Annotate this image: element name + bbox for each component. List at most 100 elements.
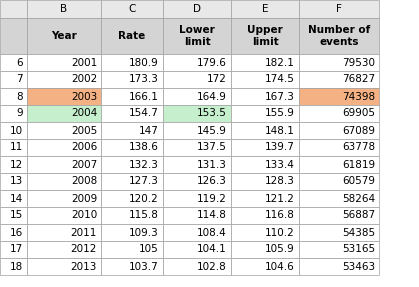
Text: 53463: 53463 <box>342 261 375 272</box>
Bar <box>101 207 163 224</box>
Bar <box>101 190 163 207</box>
Bar <box>299 122 379 139</box>
Text: 2005: 2005 <box>71 125 97 135</box>
Text: 119.2: 119.2 <box>197 193 227 203</box>
Text: 2002: 2002 <box>71 75 97 84</box>
Text: 11: 11 <box>10 143 23 152</box>
Text: 167.3: 167.3 <box>265 92 295 102</box>
Bar <box>163 207 231 224</box>
Bar <box>27 173 101 190</box>
Text: 166.1: 166.1 <box>129 92 159 102</box>
Bar <box>299 54 379 71</box>
Bar <box>101 88 163 105</box>
Text: 104.1: 104.1 <box>197 245 227 255</box>
Bar <box>163 258 231 275</box>
Bar <box>163 18 231 54</box>
Text: 182.1: 182.1 <box>265 57 295 67</box>
Bar <box>0 122 27 139</box>
Text: 58264: 58264 <box>342 193 375 203</box>
Text: 2003: 2003 <box>71 92 97 102</box>
Bar <box>299 18 379 54</box>
Text: 172: 172 <box>207 75 227 84</box>
Bar <box>27 54 101 71</box>
Text: 2001: 2001 <box>71 57 97 67</box>
Bar <box>27 88 101 105</box>
Bar <box>163 224 231 241</box>
Bar <box>27 139 101 156</box>
Bar <box>0 0 27 18</box>
Text: Number of
events: Number of events <box>308 25 370 47</box>
Text: 131.3: 131.3 <box>197 160 227 170</box>
Text: 139.7: 139.7 <box>265 143 295 152</box>
Bar <box>0 71 27 88</box>
Bar <box>231 241 299 258</box>
Bar <box>0 105 27 122</box>
Bar <box>299 0 379 18</box>
Bar <box>101 122 163 139</box>
Text: 56887: 56887 <box>342 210 375 220</box>
Text: 179.6: 179.6 <box>197 57 227 67</box>
Bar <box>299 258 379 275</box>
Bar <box>101 241 163 258</box>
Text: 61819: 61819 <box>342 160 375 170</box>
Bar <box>163 105 231 122</box>
Text: 155.9: 155.9 <box>265 108 295 119</box>
Bar <box>163 71 231 88</box>
Bar <box>163 88 231 105</box>
Text: 2008: 2008 <box>71 177 97 187</box>
Bar <box>27 18 101 54</box>
Bar <box>27 207 101 224</box>
Text: 74398: 74398 <box>342 92 375 102</box>
Bar <box>101 173 163 190</box>
Text: Lower
limit: Lower limit <box>179 25 215 47</box>
Bar <box>0 156 27 173</box>
Bar <box>27 0 101 18</box>
Bar <box>27 258 101 275</box>
Bar <box>0 224 27 241</box>
Text: 13: 13 <box>10 177 23 187</box>
Text: Rate: Rate <box>119 31 146 41</box>
Bar <box>0 18 27 54</box>
Bar <box>231 122 299 139</box>
Text: 10: 10 <box>10 125 23 135</box>
Bar <box>231 71 299 88</box>
Text: 2004: 2004 <box>71 108 97 119</box>
Text: 126.3: 126.3 <box>197 177 227 187</box>
Bar <box>231 0 299 18</box>
Bar <box>101 18 163 54</box>
Bar <box>299 71 379 88</box>
Text: 2013: 2013 <box>71 261 97 272</box>
Text: C: C <box>128 4 136 14</box>
Text: 67089: 67089 <box>342 125 375 135</box>
Text: E: E <box>262 4 268 14</box>
Bar <box>0 190 27 207</box>
Bar <box>101 105 163 122</box>
Bar <box>163 122 231 139</box>
Text: 148.1: 148.1 <box>265 125 295 135</box>
Bar <box>299 173 379 190</box>
Bar <box>0 139 27 156</box>
Text: 174.5: 174.5 <box>265 75 295 84</box>
Text: 128.3: 128.3 <box>265 177 295 187</box>
Bar <box>0 241 27 258</box>
Text: 133.4: 133.4 <box>265 160 295 170</box>
Text: 180.9: 180.9 <box>129 57 159 67</box>
Text: 110.2: 110.2 <box>265 228 295 238</box>
Bar <box>299 224 379 241</box>
Text: 132.3: 132.3 <box>129 160 159 170</box>
Bar <box>299 139 379 156</box>
Bar <box>27 224 101 241</box>
Text: 79530: 79530 <box>342 57 375 67</box>
Bar <box>0 173 27 190</box>
Text: 53165: 53165 <box>342 245 375 255</box>
Text: 2010: 2010 <box>71 210 97 220</box>
Bar <box>27 241 101 258</box>
Text: 12: 12 <box>10 160 23 170</box>
Bar <box>27 190 101 207</box>
Bar <box>27 71 101 88</box>
Bar <box>163 241 231 258</box>
Bar <box>101 0 163 18</box>
Text: D: D <box>193 4 201 14</box>
Text: 108.4: 108.4 <box>197 228 227 238</box>
Text: 60579: 60579 <box>342 177 375 187</box>
